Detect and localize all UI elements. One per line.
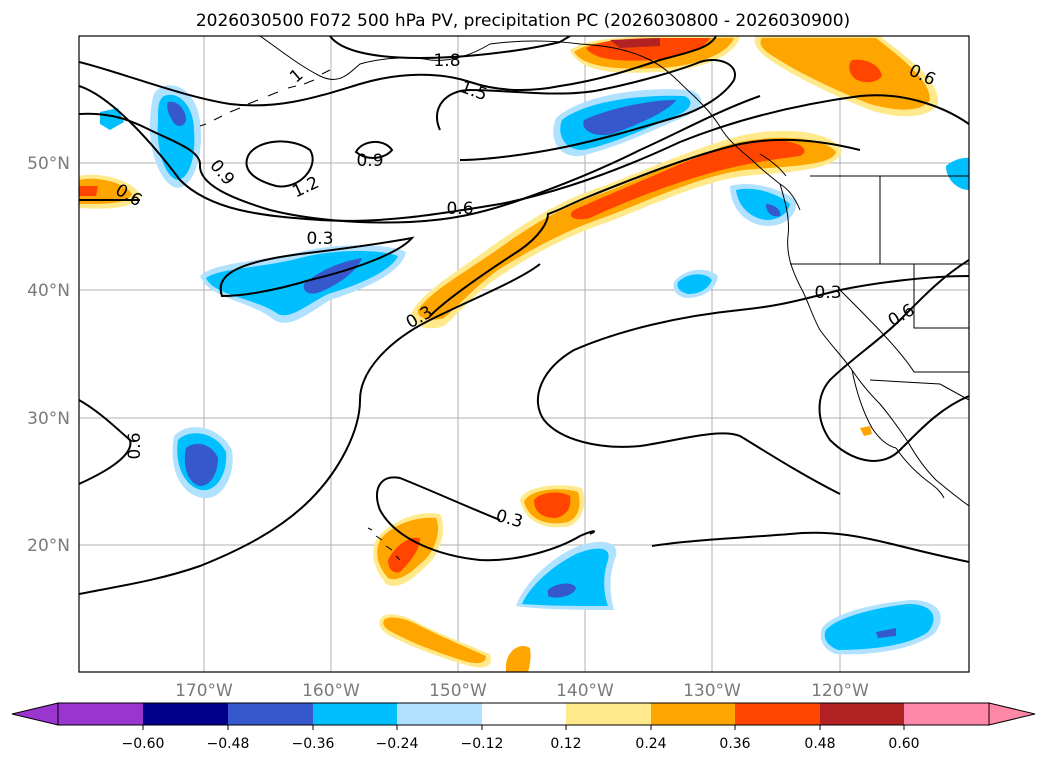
state-border-3 — [913, 264, 969, 329]
state-border-4 — [839, 289, 969, 373]
contour-label: 0.3 — [814, 283, 841, 303]
colorbar-segment — [58, 703, 143, 725]
contour-label: 1.8 — [433, 51, 460, 71]
colorbar-segment — [566, 703, 651, 725]
colorbar-segment — [228, 703, 313, 725]
lon-label-120w: 120°W — [811, 681, 869, 701]
lon-label-130w: 130°W — [683, 681, 741, 701]
pv-contour-1p8 — [329, 36, 571, 60]
colorbar: −0.60 −0.48 −0.36 −0.24 −0.12 0.12 0.24 … — [11, 702, 1036, 752]
lon-label-160w: 160°W — [302, 681, 360, 701]
plot-area: 1.8 1 1.5 0.6 0.9 0.9 1.2 0.6 0.6 0.3 0.… — [79, 36, 969, 672]
longitude-labels: 170°W 160°W 150°W 140°W 130°W 120°W — [175, 681, 869, 701]
lat-label-40n: 40°N — [27, 281, 70, 301]
lat-label-50n: 50°N — [27, 154, 70, 174]
pv-contour-1p5 — [435, 59, 736, 161]
pos-blob-northeast-dark — [849, 59, 882, 83]
pos-blob-westedge-core — [79, 178, 132, 204]
colorbar-segment — [820, 703, 904, 725]
colorbar-tick-label: −0.24 — [376, 736, 419, 752]
baja-california — [851, 369, 897, 449]
colorbar-ticks — [142, 725, 905, 730]
pv-contour-0p3-40n — [219, 236, 415, 298]
neg-blob-south-core — [522, 548, 609, 606]
colorbar-tick-label: 0.36 — [719, 736, 750, 752]
colorbar-tick-label: −0.36 — [292, 736, 335, 752]
pos-blob-westedge-dark — [79, 186, 98, 196]
pv-contour-0p3-large — [79, 263, 541, 595]
colorbar-segment — [397, 703, 482, 725]
lat-label-20n: 20°N — [27, 536, 70, 556]
pos-blob-north-coast-darker — [610, 38, 660, 48]
neg-blob-mid-pacific-core — [677, 274, 712, 294]
contour-label: 0.6 — [125, 432, 145, 459]
pv-contours — [79, 36, 969, 595]
contour-label: 0.9 — [356, 151, 383, 171]
coastlines — [199, 36, 969, 561]
neg-blob-gulf-alaska-dark — [583, 100, 676, 136]
pos-blob-south-strip-core — [383, 617, 486, 664]
pv-contour-1p5-outer — [79, 36, 717, 107]
neg-blob-south-dark — [548, 583, 576, 598]
hawaii-islands — [367, 527, 401, 561]
pv-contour-0p3-south — [375, 476, 596, 562]
colorbar-extend-high — [988, 702, 1036, 726]
gulf-of-california — [895, 447, 945, 499]
negative-precip-areas — [100, 85, 969, 655]
neg-blob-southeast-core — [824, 604, 934, 650]
pv-contour-1 — [79, 95, 761, 224]
pv-contour-0p6-main — [79, 85, 969, 222]
pv-contour-0p3-band — [429, 138, 861, 317]
pos-blob-south-center-dark — [534, 492, 571, 518]
colorbar-tick-label: 0.24 — [635, 736, 666, 752]
colorbar-segment — [482, 703, 566, 725]
colorbar-tick-label: 0.60 — [888, 736, 919, 752]
lon-label-170w: 170°W — [175, 681, 233, 701]
colorbar-segment — [904, 703, 989, 725]
lon-label-140w: 140°W — [556, 681, 614, 701]
plot-frame — [78, 35, 970, 673]
colorbar-tick-label: −0.12 — [461, 736, 504, 752]
pv-contour-0p9-small — [354, 141, 394, 159]
pv-contour-0p6-east — [818, 259, 969, 462]
neg-blob-small-west — [100, 108, 124, 130]
neg-blob-aleutian-dark — [167, 101, 186, 126]
neg-blob-east-edge — [946, 157, 969, 190]
colorbar-segment — [313, 703, 397, 725]
map-title: 2026030500 F072 500 hPa PV, precipitatio… — [196, 11, 850, 31]
colorbar-frame — [57, 702, 990, 726]
pv-contour-0p6-southwest — [79, 399, 132, 485]
lon-label-150w: 150°W — [429, 681, 487, 701]
mexico-border — [869, 379, 969, 401]
colorbar-tick-label: −0.48 — [207, 736, 250, 752]
colorbar-extend-low — [11, 702, 59, 726]
colorbar-segment — [651, 703, 735, 725]
colorbar-segment — [143, 703, 228, 725]
pv-contour-0p3-east — [536, 275, 969, 495]
colorbar-tick-label: 0.12 — [550, 736, 581, 752]
neg-blob-hawaii-west-dark — [184, 443, 218, 486]
neg-blob-oregon-dark — [766, 204, 781, 217]
latitude-labels: 50°N 40°N 30°N 20°N — [27, 154, 70, 556]
colorbar-tick-label: 0.48 — [804, 736, 835, 752]
neg-blob-southeast-dark — [876, 628, 896, 638]
colorbar-segment — [735, 703, 820, 725]
neg-blob-40n-dark — [303, 258, 362, 294]
colorbar-tick-label: −0.60 — [122, 736, 165, 752]
contour-label: 0.6 — [446, 199, 473, 219]
lat-label-30n: 30°N — [27, 409, 70, 429]
aleutian-islands — [199, 69, 331, 127]
pos-blob-baja-dot — [860, 426, 872, 436]
pv-contour-0p3-southeast — [651, 531, 969, 563]
pv-contour-0p9-ring — [245, 140, 314, 188]
alaska-coast — [259, 36, 801, 211]
pos-blob-hawaii-dark — [388, 537, 420, 573]
vancouver-island — [759, 153, 787, 177]
contour-label: 0.3 — [306, 229, 333, 249]
pos-blob-south-small — [506, 645, 531, 672]
pos-band-atmospheric-river-dark — [570, 140, 805, 220]
pos-blob-northeast-core — [760, 38, 930, 110]
